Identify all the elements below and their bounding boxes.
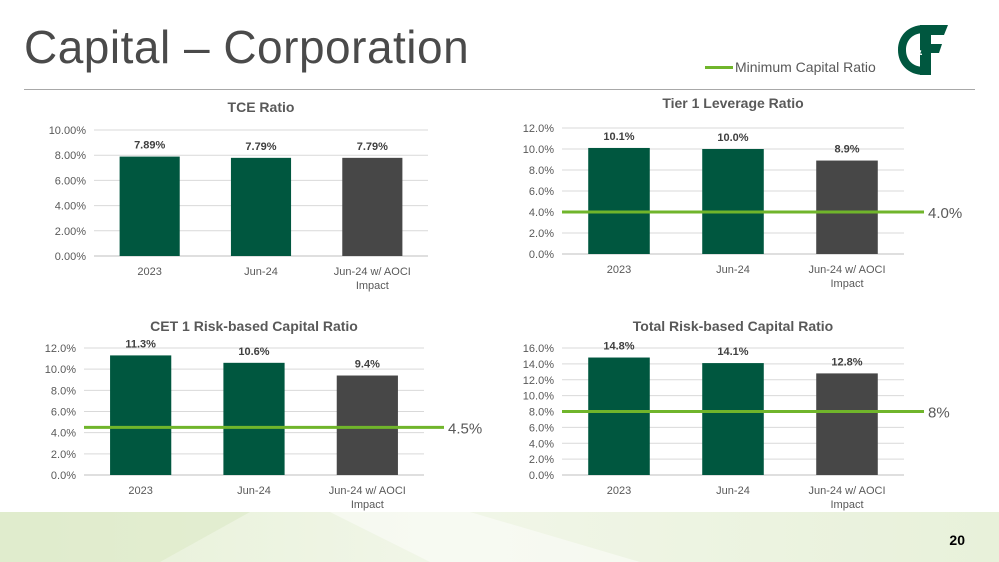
page-title: Capital – Corporation xyxy=(24,21,470,73)
legend: Minimum Capital Ratio xyxy=(705,58,876,76)
chart-tier1-leverage-ratio: Tier 1 Leverage Ratio 0.0% 2.0% 4.0% 6.0% 8.0… xyxy=(523,95,962,290)
y-tick-label: 10.00% xyxy=(49,125,87,137)
x-tick-label: 2023 xyxy=(607,264,631,276)
y-tick-label: 16.0% xyxy=(523,343,554,355)
title-divider xyxy=(24,89,975,90)
bar-jun-24 xyxy=(230,157,292,256)
data-label: 10.1% xyxy=(603,131,634,143)
bar-2023 xyxy=(110,355,172,475)
bar-jun-24-w-aoci-impact xyxy=(336,375,398,475)
bar-2023 xyxy=(588,357,650,475)
svg-text:&: & xyxy=(913,43,922,58)
y-tick-label: 8.00% xyxy=(55,150,86,162)
x-tick-label: Jun-24 xyxy=(237,485,271,497)
y-tick-label: 2.0% xyxy=(529,454,554,466)
x-tick-label: 2023 xyxy=(137,266,161,278)
y-tick-label: 10.0% xyxy=(45,364,76,376)
y-tick-label: 0.00% xyxy=(55,251,86,263)
y-tick-label: 8.0% xyxy=(529,165,554,177)
y-tick-label: 12.0% xyxy=(45,343,76,355)
x-tick-label: Jun-24 w/ AOCI Impact xyxy=(334,266,411,292)
y-tick-label: 4.00% xyxy=(55,201,86,213)
bar-jun-24 xyxy=(223,362,285,475)
x-tick-label: Jun-24 w/ AOCI Impact xyxy=(329,485,406,511)
y-tick-label: 10.0% xyxy=(523,144,554,156)
bar-jun-24-w-aoci-impact xyxy=(342,157,403,256)
data-label: 7.89% xyxy=(134,140,165,152)
chart-title: Total Risk-based Capital Ratio xyxy=(633,318,833,334)
data-label: 9.4% xyxy=(355,359,380,371)
chart-total-risk-capital-ratio: Total Risk-based Capital Ratio 0.0% 2.0% 4.… xyxy=(523,318,950,511)
legend-swatch-minimum-capital-ratio xyxy=(705,65,733,69)
y-tick-label: 14.0% xyxy=(523,359,554,371)
x-tick-label: 2023 xyxy=(128,485,152,497)
y-tick-label: 6.0% xyxy=(529,422,554,434)
data-label: 14.8% xyxy=(603,341,634,353)
chart-title: Tier 1 Leverage Ratio xyxy=(662,95,803,111)
y-tick-label: 4.0% xyxy=(529,438,554,450)
data-label: 7.79% xyxy=(245,141,276,153)
x-tick-label: Jun-24 xyxy=(716,485,750,497)
legend-label: Minimum Capital Ratio xyxy=(735,59,876,75)
data-label: 10.6% xyxy=(238,346,269,358)
x-tick-label: Jun-24 xyxy=(244,266,278,278)
chart-cet1-capital-ratio: CET 1 Risk-based Capital Ratio 0.0% 2.0% 4.… xyxy=(45,318,482,511)
y-tick-label: 2.0% xyxy=(529,228,554,240)
bar-jun-24-w-aoci-impact xyxy=(816,160,878,254)
footer-band xyxy=(0,512,999,562)
minimum-capital-ratio-label: 4.5% xyxy=(448,420,482,437)
y-tick-label: 4.0% xyxy=(529,207,554,219)
page-number: 20 xyxy=(949,532,965,548)
y-tick-label: 4.0% xyxy=(51,428,76,440)
x-tick-label: Jun-24 w/ AOCI Impact xyxy=(808,264,885,290)
y-tick-label: 0.0% xyxy=(51,470,76,482)
x-tick-label: Jun-24 xyxy=(716,264,750,276)
data-label: 14.1% xyxy=(717,346,748,358)
y-tick-label: 0.0% xyxy=(529,249,554,261)
y-tick-label: 10.0% xyxy=(523,391,554,403)
bar-jun-24-w-aoci-impact xyxy=(816,373,878,475)
y-tick-label: 12.0% xyxy=(523,123,554,135)
y-tick-label: 0.0% xyxy=(529,470,554,482)
bar-2023 xyxy=(119,156,180,256)
minimum-capital-ratio-label: 8% xyxy=(928,405,950,422)
footer-decoration xyxy=(0,512,640,562)
y-tick-label: 12.0% xyxy=(523,375,554,387)
chart-title: TCE Ratio xyxy=(228,99,295,115)
data-label: 12.8% xyxy=(831,356,862,368)
y-tick-label: 6.0% xyxy=(51,407,76,419)
y-tick-label: 6.0% xyxy=(529,186,554,198)
x-tick-label: Jun-24 w/ AOCI Impact xyxy=(808,485,885,511)
y-tick-label: 8.0% xyxy=(51,385,76,397)
bar-2023 xyxy=(588,147,650,254)
bar-jun-24 xyxy=(702,149,764,254)
data-label: 10.0% xyxy=(717,132,748,144)
minimum-capital-ratio-label: 4.0% xyxy=(928,205,962,222)
y-tick-label: 2.00% xyxy=(55,226,86,238)
x-tick-label: 2023 xyxy=(607,485,631,497)
y-tick-label: 8.0% xyxy=(529,407,554,419)
chart-title: CET 1 Risk-based Capital Ratio xyxy=(150,318,358,334)
data-label: 8.9% xyxy=(834,144,859,156)
chart-tce-ratio: TCE Ratio 0.00% 2.00% 4.00% 6.00% 8.00% 10.00%… xyxy=(49,99,428,292)
data-label: 7.79% xyxy=(357,141,388,153)
bar-jun-24 xyxy=(702,363,764,475)
y-tick-label: 2.0% xyxy=(51,449,76,461)
y-tick-label: 6.00% xyxy=(55,175,86,187)
cf-logo: & xyxy=(898,25,948,75)
data-label: 11.3% xyxy=(125,338,156,350)
